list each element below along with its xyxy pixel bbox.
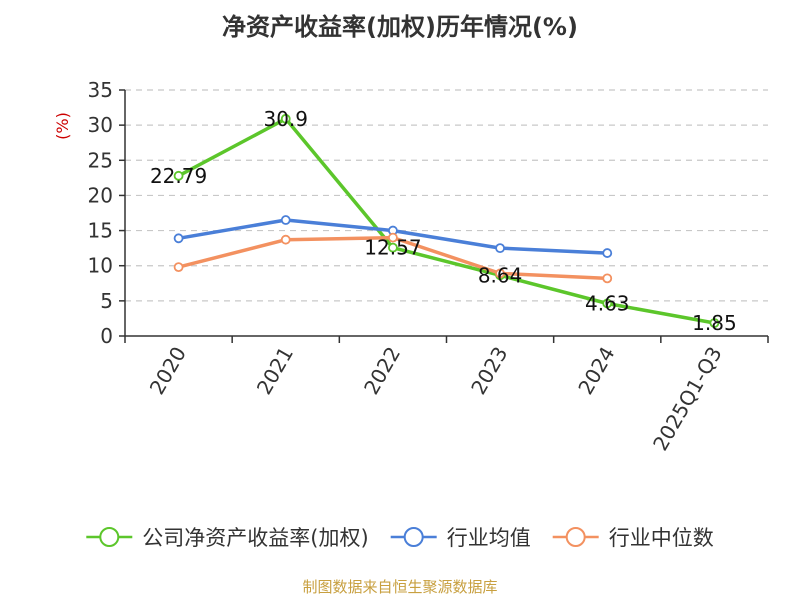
data-point: [173, 170, 184, 181]
data-label: 30.9: [263, 107, 308, 131]
x-tick-label: 2022: [359, 343, 405, 399]
y-tick-label: 25: [88, 148, 113, 172]
legend-label: 公司净资产收益率(加权): [142, 526, 368, 550]
y-tick-label: 35: [88, 78, 113, 102]
data-point: [280, 113, 291, 124]
data-label: 8.64: [478, 263, 523, 287]
data-label: 4.63: [585, 291, 630, 315]
legend-item: 公司净资产收益率(加权): [86, 526, 369, 550]
source-note: 制图数据来自恒生聚源数据库: [302, 578, 497, 596]
y-axis-label: (%): [53, 112, 72, 140]
data-point: [602, 248, 613, 258]
data-point: [173, 262, 184, 273]
legend-item: 行业均值: [390, 526, 531, 550]
legend: 公司净资产收益率(加权) 行业均值 行业中位数: [86, 526, 714, 550]
y-tick-label: 10: [88, 254, 113, 278]
x-tick-label: 2023: [466, 343, 512, 399]
data-labels: 22.79 30.9 12.57 8.64 4.63 1.85: [150, 107, 737, 335]
legend-label: 行业中位数: [609, 526, 714, 550]
legend-item: 行业中位数: [552, 526, 714, 550]
y-tick-label: 0: [100, 324, 113, 348]
data-label: 1.85: [692, 311, 737, 335]
y-tick-label: 5: [100, 289, 113, 313]
legend-marker: [99, 527, 120, 547]
x-tick-label: 2025Q1-Q3: [648, 343, 727, 455]
y-tick-label: 20: [88, 183, 113, 207]
legend-marker: [565, 527, 586, 547]
data-point: [709, 318, 720, 328]
data-point: [495, 243, 505, 254]
data-point: [602, 273, 613, 284]
data-point: [280, 215, 291, 225]
axes: 0 5 10 15 20 25 30 35 2020 2021 2022 2023 2024 2025Q1…: [88, 78, 769, 455]
x-tick-label: 2020: [145, 343, 191, 399]
legend-marker: [403, 527, 424, 547]
data-point: [173, 233, 184, 244]
legend-label: 行业均值: [447, 526, 531, 550]
y-tick-label: 15: [88, 219, 113, 243]
chart-title: 净资产收益率(加权)历年情况(%): [222, 13, 578, 41]
x-tick-label: 2024: [573, 343, 619, 399]
data-point: [495, 268, 505, 279]
series-line-0: [176, 117, 717, 325]
data-point: [388, 242, 398, 253]
data-point: [388, 232, 398, 243]
data-label: 12.57: [364, 236, 421, 260]
y-tick-label: 30: [88, 113, 113, 137]
data-point: [280, 234, 291, 245]
grid-lines: [125, 89, 768, 302]
data-label: 22.79: [150, 164, 207, 188]
data-point: [602, 298, 613, 309]
legend-items: 公司净资产收益率(加权) 行业均值 行业中位数: [86, 526, 714, 550]
series-lines: [173, 113, 720, 328]
x-tick-label: 2021: [252, 343, 298, 399]
